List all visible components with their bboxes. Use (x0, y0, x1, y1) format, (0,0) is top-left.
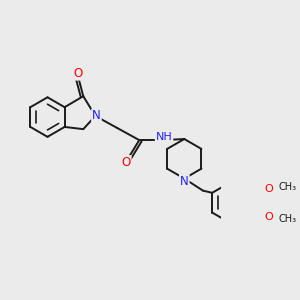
Text: CH₃: CH₃ (278, 182, 296, 192)
Text: O: O (73, 67, 83, 80)
Text: O: O (264, 184, 273, 194)
Text: O: O (264, 212, 273, 221)
Text: N: N (92, 110, 101, 122)
Text: CH₃: CH₃ (278, 214, 296, 224)
Text: O: O (122, 156, 131, 169)
Text: N: N (180, 175, 189, 188)
Text: NH: NH (156, 132, 172, 142)
